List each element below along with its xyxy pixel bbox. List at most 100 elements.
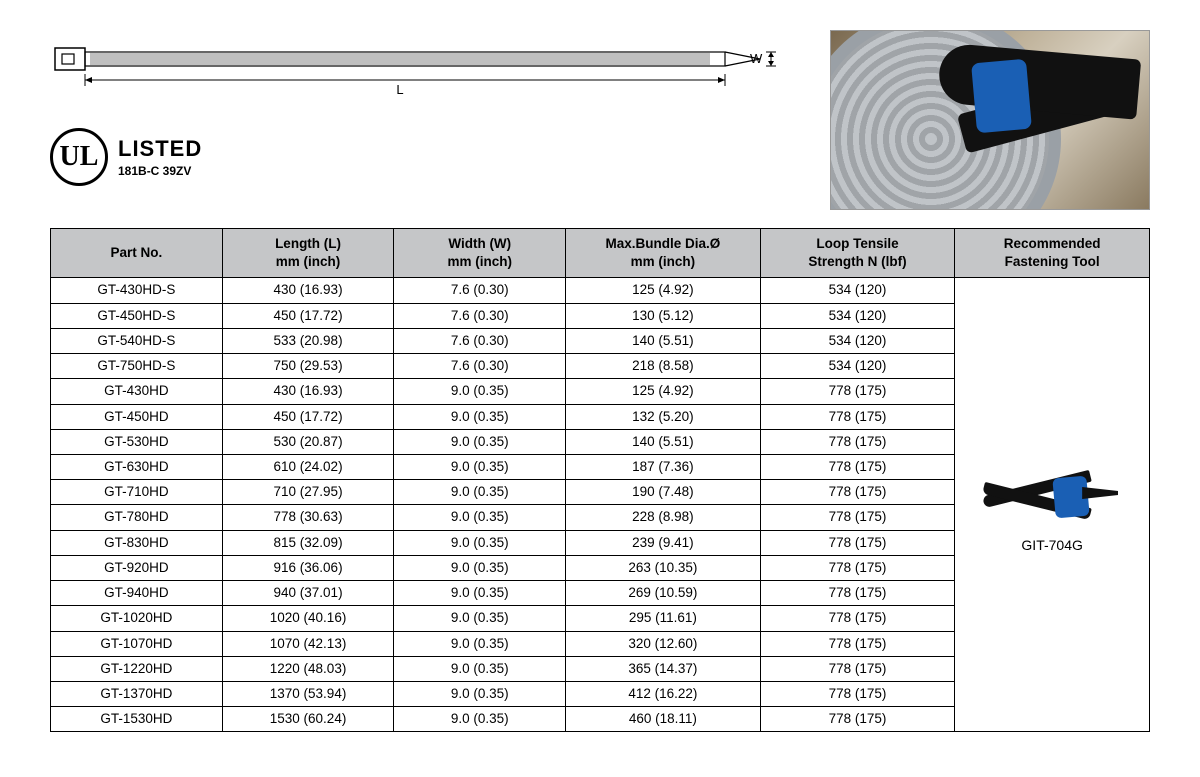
cell-part: GT-450HD xyxy=(51,404,223,429)
cell-tensile: 778 (175) xyxy=(760,379,955,404)
cell-bundle: 263 (10.35) xyxy=(566,555,761,580)
cell-length: 430 (16.93) xyxy=(222,379,394,404)
cell-bundle: 190 (7.48) xyxy=(566,480,761,505)
cell-part: GT-450HD-S xyxy=(51,303,223,328)
cell-tensile: 778 (175) xyxy=(760,606,955,631)
cell-part: GT-710HD xyxy=(51,480,223,505)
cell-bundle: 140 (5.51) xyxy=(566,429,761,454)
spec-table: Part No. Length (L)mm (inch) Width (W)mm… xyxy=(50,228,1150,732)
cell-width: 9.0 (0.35) xyxy=(394,379,566,404)
cell-bundle: 460 (18.11) xyxy=(566,707,761,732)
cell-bundle: 187 (7.36) xyxy=(566,454,761,479)
col-part-no: Part No. xyxy=(51,229,223,278)
cell-tensile: 778 (175) xyxy=(760,555,955,580)
cell-width: 9.0 (0.35) xyxy=(394,707,566,732)
cell-length: 533 (20.98) xyxy=(222,328,394,353)
cell-length: 450 (17.72) xyxy=(222,404,394,429)
cell-length: 916 (36.06) xyxy=(222,555,394,580)
cell-length: 430 (16.93) xyxy=(222,278,394,303)
cell-width: 9.0 (0.35) xyxy=(394,454,566,479)
cell-bundle: 228 (8.98) xyxy=(566,505,761,530)
cell-part: GT-540HD-S xyxy=(51,328,223,353)
cell-length: 1530 (60.24) xyxy=(222,707,394,732)
cell-bundle: 132 (5.20) xyxy=(566,404,761,429)
cell-width: 9.0 (0.35) xyxy=(394,429,566,454)
ul-circle-icon: UL xyxy=(50,128,108,186)
cell-length: 1220 (48.03) xyxy=(222,656,394,681)
header-area: W L UL LISTED 181B-C 39ZV xyxy=(50,30,1150,210)
col-tensile: Loop TensileStrength N (lbf) xyxy=(760,229,955,278)
diagram-and-mark: W L UL LISTED 181B-C 39ZV xyxy=(50,30,830,186)
cable-tie-diagram: W L xyxy=(50,30,780,100)
table-body: GT-430HD-S430 (16.93)7.6 (0.30)125 (4.92… xyxy=(51,278,1150,732)
cell-length: 778 (30.63) xyxy=(222,505,394,530)
length-label: L xyxy=(396,82,403,97)
cell-tensile: 534 (120) xyxy=(760,328,955,353)
cell-width: 9.0 (0.35) xyxy=(394,555,566,580)
cell-bundle: 125 (4.92) xyxy=(566,379,761,404)
cell-width: 9.0 (0.35) xyxy=(394,404,566,429)
col-length: Length (L)mm (inch) xyxy=(222,229,394,278)
cell-tensile: 534 (120) xyxy=(760,303,955,328)
cell-bundle: 320 (12.60) xyxy=(566,631,761,656)
cell-tensile: 778 (175) xyxy=(760,505,955,530)
ul-symbol: UL xyxy=(60,141,99,173)
cell-tensile: 778 (175) xyxy=(760,581,955,606)
cell-part: GT-1530HD xyxy=(51,707,223,732)
cell-length: 610 (24.02) xyxy=(222,454,394,479)
cell-width: 9.0 (0.35) xyxy=(394,530,566,555)
cell-tensile: 778 (175) xyxy=(760,404,955,429)
cell-part: GT-750HD-S xyxy=(51,354,223,379)
cell-length: 750 (29.53) xyxy=(222,354,394,379)
col-width: Width (W)mm (inch) xyxy=(394,229,566,278)
cell-width: 7.6 (0.30) xyxy=(394,278,566,303)
cell-length: 530 (20.87) xyxy=(222,429,394,454)
cell-part: GT-1220HD xyxy=(51,656,223,681)
cell-part: GT-630HD xyxy=(51,454,223,479)
tool-label: GIT-704G xyxy=(961,536,1143,555)
cell-bundle: 365 (14.37) xyxy=(566,656,761,681)
cell-tensile: 778 (175) xyxy=(760,681,955,706)
cell-part: GT-430HD-S xyxy=(51,278,223,303)
cell-tensile: 778 (175) xyxy=(760,429,955,454)
cell-width: 9.0 (0.35) xyxy=(394,631,566,656)
cell-tensile: 534 (120) xyxy=(760,278,955,303)
cell-width: 9.0 (0.35) xyxy=(394,505,566,530)
cell-width: 9.0 (0.35) xyxy=(394,681,566,706)
cell-bundle: 218 (8.58) xyxy=(566,354,761,379)
col-tool: RecommendedFastening Tool xyxy=(955,229,1150,278)
cell-part: GT-530HD xyxy=(51,429,223,454)
table-row: GT-430HD-S430 (16.93)7.6 (0.30)125 (4.92… xyxy=(51,278,1150,303)
cell-width: 9.0 (0.35) xyxy=(394,480,566,505)
cell-length: 710 (27.95) xyxy=(222,480,394,505)
cell-length: 1070 (42.13) xyxy=(222,631,394,656)
cell-tensile: 778 (175) xyxy=(760,480,955,505)
tool-icon xyxy=(982,455,1122,530)
cell-part: GT-1370HD xyxy=(51,681,223,706)
cell-width: 9.0 (0.35) xyxy=(394,656,566,681)
cell-width: 7.6 (0.30) xyxy=(394,354,566,379)
cell-part: GT-920HD xyxy=(51,555,223,580)
cell-bundle: 130 (5.12) xyxy=(566,303,761,328)
cell-tensile: 778 (175) xyxy=(760,530,955,555)
cell-tensile: 778 (175) xyxy=(760,454,955,479)
ul-listed-text: LISTED xyxy=(118,136,202,162)
cell-bundle: 295 (11.61) xyxy=(566,606,761,631)
cell-part: GT-940HD xyxy=(51,581,223,606)
cell-tensile: 778 (175) xyxy=(760,631,955,656)
cell-tensile: 778 (175) xyxy=(760,656,955,681)
cell-part: GT-830HD xyxy=(51,530,223,555)
cell-length: 940 (37.01) xyxy=(222,581,394,606)
cell-length: 450 (17.72) xyxy=(222,303,394,328)
cell-bundle: 239 (9.41) xyxy=(566,530,761,555)
cell-tensile: 778 (175) xyxy=(760,707,955,732)
cell-width: 7.6 (0.30) xyxy=(394,303,566,328)
cell-part: GT-430HD xyxy=(51,379,223,404)
cell-width: 9.0 (0.35) xyxy=(394,606,566,631)
col-bundle: Max.Bundle Dia.Ømm (inch) xyxy=(566,229,761,278)
cell-length: 815 (32.09) xyxy=(222,530,394,555)
cell-width: 9.0 (0.35) xyxy=(394,581,566,606)
ul-code-text: 181B-C 39ZV xyxy=(118,164,202,178)
width-label: W xyxy=(750,51,763,66)
cell-width: 7.6 (0.30) xyxy=(394,328,566,353)
